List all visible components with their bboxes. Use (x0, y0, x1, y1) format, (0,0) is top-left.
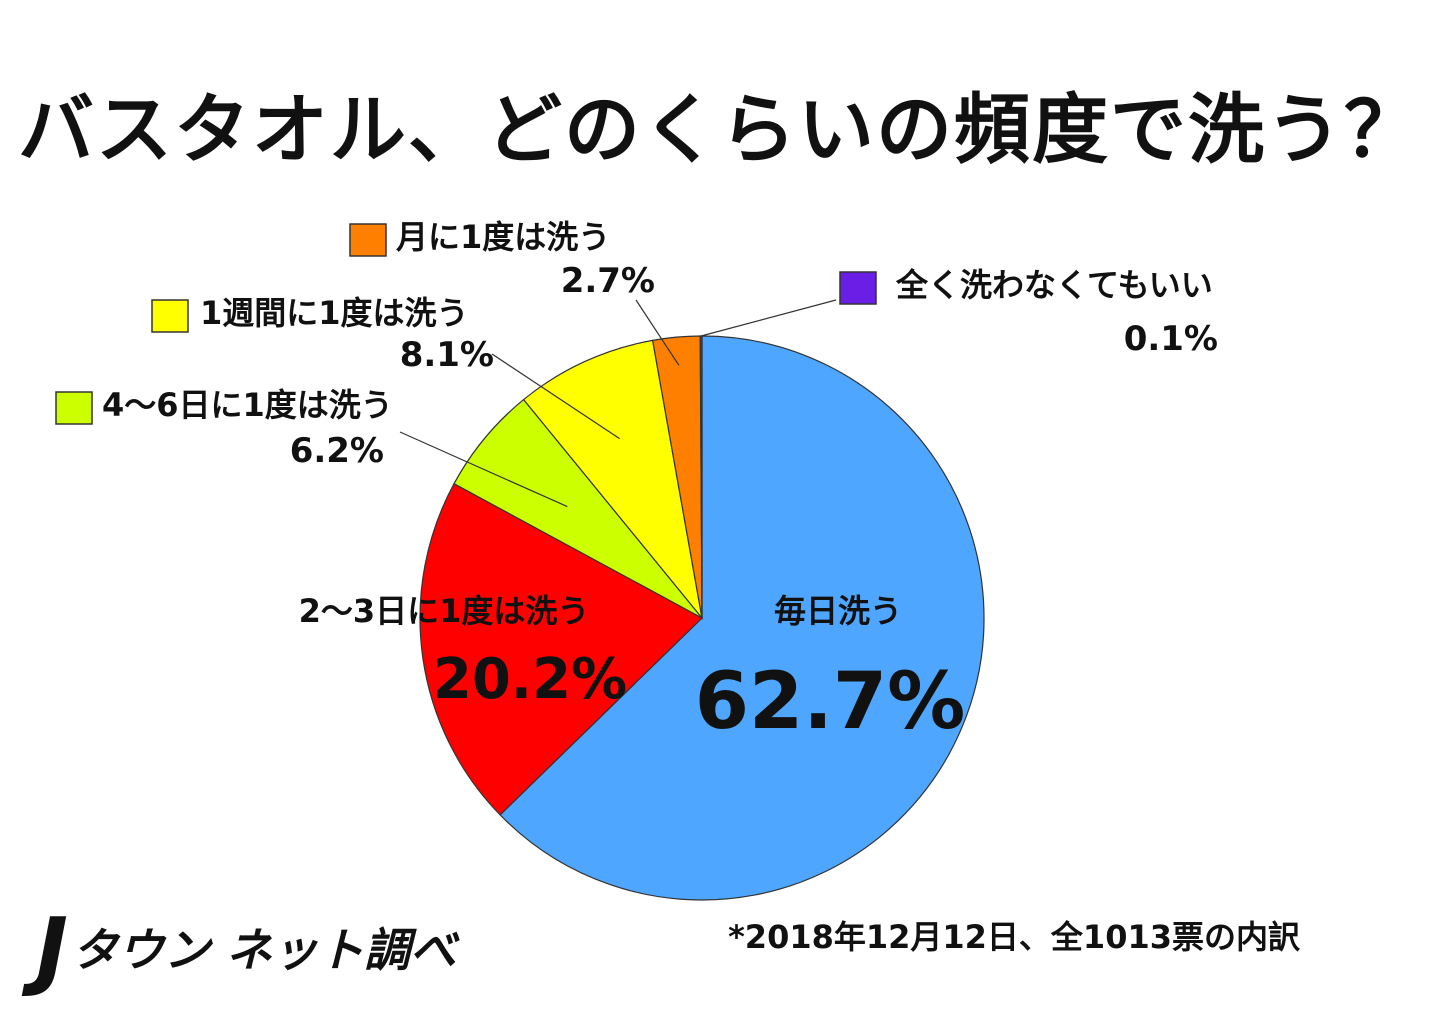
footnote: *2018年12月12日、全1013票の内訳 (728, 918, 1300, 956)
pie-slice (419, 482, 704, 816)
slice-label: 毎日洗う (774, 592, 902, 630)
slice-value-label: 8.1% (400, 335, 494, 375)
slice-label: 月に1度は洗う (396, 218, 610, 256)
slice-value-label: 62.7% (695, 657, 966, 747)
legend-swatch (349, 223, 387, 257)
slice-value-label: 20.2% (433, 647, 627, 712)
brand-logo: J タウン ネット調べ (36, 900, 456, 1000)
brand-mark: J (36, 900, 68, 1000)
slice-label: 全く洗わなくてもいい (895, 266, 1213, 304)
slice-label: 4〜6日に1度は洗う (102, 386, 393, 424)
legend-swatch (55, 391, 93, 425)
leader-line (700, 299, 837, 337)
legend-swatch (839, 271, 877, 305)
slice-label: 2〜3日に1度は洗う (299, 592, 590, 630)
slice-label: 1週間に1度は洗う (200, 294, 469, 332)
chart-title: バスタオル、どのくらいの頻度で洗う？ (18, 85, 1422, 174)
leader-line (635, 299, 680, 366)
pie-slice (522, 339, 703, 621)
pie-slice (499, 335, 985, 901)
slice-value-label: 6.2% (290, 431, 384, 471)
brand-text: タウン ネット調べ (72, 923, 457, 977)
legend-swatch (151, 299, 189, 333)
slice-value-label: 0.1% (1124, 319, 1218, 359)
leader-line (491, 353, 620, 440)
leader-line (399, 431, 568, 508)
slice-value-label: 2.7% (561, 261, 655, 301)
